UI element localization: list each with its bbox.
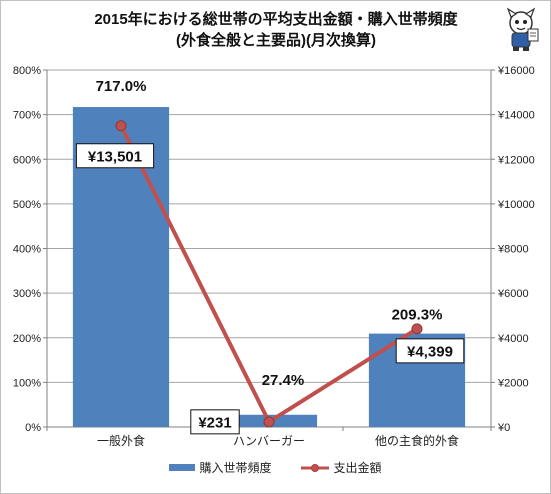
y-left-tick-label: 200% xyxy=(13,333,41,345)
y-right-tick-label: ¥14000 xyxy=(497,110,535,122)
y-right-tick-label: ¥8000 xyxy=(497,244,529,256)
chart-title-line-1: 2015年における総世帯の平均支出金額・購入世帯頻度 xyxy=(94,11,458,28)
line-data-label-box xyxy=(190,409,240,435)
y-right-tick-label: ¥12000 xyxy=(497,154,535,166)
legend-item-bar: 購入世帯頻度 xyxy=(169,459,272,476)
legend-line-swatch xyxy=(300,463,329,472)
y-left-tick-label: 700% xyxy=(13,110,41,122)
x-tick-label: 一般外食 xyxy=(97,433,145,448)
y-left-tick-label: 400% xyxy=(13,244,41,256)
y-right-tick-label: ¥4000 xyxy=(497,333,529,345)
x-tick-label: 他の主食的外食 xyxy=(375,433,459,448)
legend-item-line: 支出金額 xyxy=(300,459,382,476)
y-left-tick-label: 500% xyxy=(13,199,41,211)
bar-data-label: 209.3% xyxy=(392,307,443,324)
chart-title: 2015年における総世帯の平均支出金額・購入世帯頻度 (外食全般と主要品)(月次… xyxy=(61,9,491,51)
y-right-tick-label: ¥16000 xyxy=(497,65,535,77)
mascot-logo-icon xyxy=(506,7,539,51)
chart-title-line-2: (外食全般と主要品)(月次換算) xyxy=(176,32,376,49)
chart-legend: 購入世帯頻度 支出金額 xyxy=(1,459,550,476)
y-right-tick-label: ¥6000 xyxy=(497,288,529,300)
line-point xyxy=(115,120,127,132)
line-data-label-box xyxy=(75,143,155,169)
bar-data-label: 717.0% xyxy=(96,78,147,95)
y-right-tick-label: ¥10000 xyxy=(497,199,535,211)
y-left-tick-label: 600% xyxy=(13,154,41,166)
legend-bar-swatch xyxy=(169,464,196,471)
line-data-label-box xyxy=(395,338,465,364)
legend-line-label: 支出金額 xyxy=(333,461,382,475)
y-right-tick-label: ¥0 xyxy=(497,422,510,434)
line-data-label: ¥231 xyxy=(198,414,231,431)
y-left-tick-label: 300% xyxy=(13,288,41,300)
line-point xyxy=(411,323,423,335)
y-left-tick-label: 100% xyxy=(13,377,41,389)
y-left-tick-label: 800% xyxy=(13,65,41,77)
legend-bar-label: 購入世帯頻度 xyxy=(199,461,272,475)
bar-data-label: 27.4% xyxy=(262,372,305,389)
line-point xyxy=(263,416,275,428)
y-right-tick-label: ¥2000 xyxy=(497,377,529,389)
line-data-label: ¥13,501 xyxy=(88,148,142,165)
line-data-label: ¥4,399 xyxy=(407,343,453,360)
y-left-tick-label: 0% xyxy=(25,422,41,434)
x-tick-label: ハンバーガー xyxy=(233,434,305,448)
